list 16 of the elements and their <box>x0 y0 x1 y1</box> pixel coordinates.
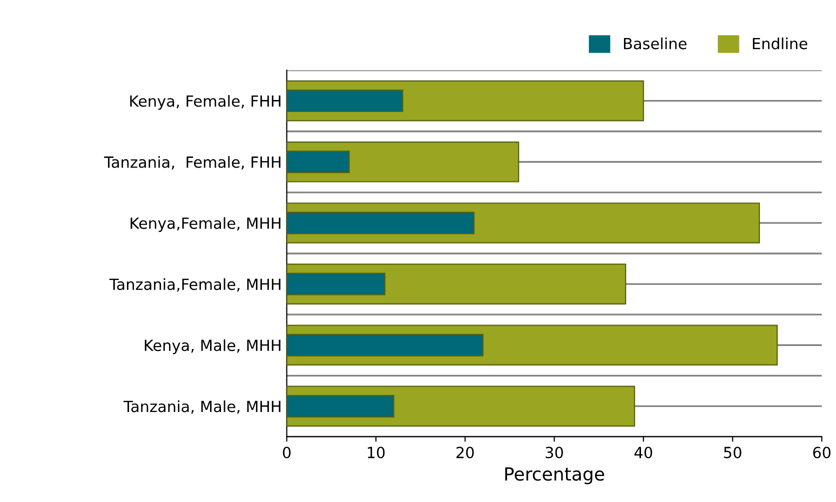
y-tick-label: Tanzania,Female, MHH <box>109 278 280 292</box>
y-tick-label: Tanzania, Male, MHH <box>124 400 280 414</box>
x-tick-label: 40 <box>634 446 652 458</box>
x-tick-label: 20 <box>456 446 474 458</box>
x-tick-label: 30 <box>546 446 563 458</box>
x-tick-label: 0 <box>282 446 291 458</box>
y-tick-label: Kenya, Male, MHH <box>144 339 280 354</box>
y-tick-label: Kenya,Female, MHH <box>130 217 280 232</box>
y-tick-label: Kenya, Female, FHH <box>130 95 280 110</box>
x-axis-title: Percentage <box>505 467 604 484</box>
x-tick-label: 50 <box>724 446 742 458</box>
legend-label: Baseline <box>624 38 686 50</box>
x-tick-label: 60 <box>813 446 830 458</box>
y-tick-label: Tanzania, Female, FHH <box>104 156 280 170</box>
x-tick-label: 10 <box>368 446 385 458</box>
legend-label: Endline <box>752 38 808 50</box>
